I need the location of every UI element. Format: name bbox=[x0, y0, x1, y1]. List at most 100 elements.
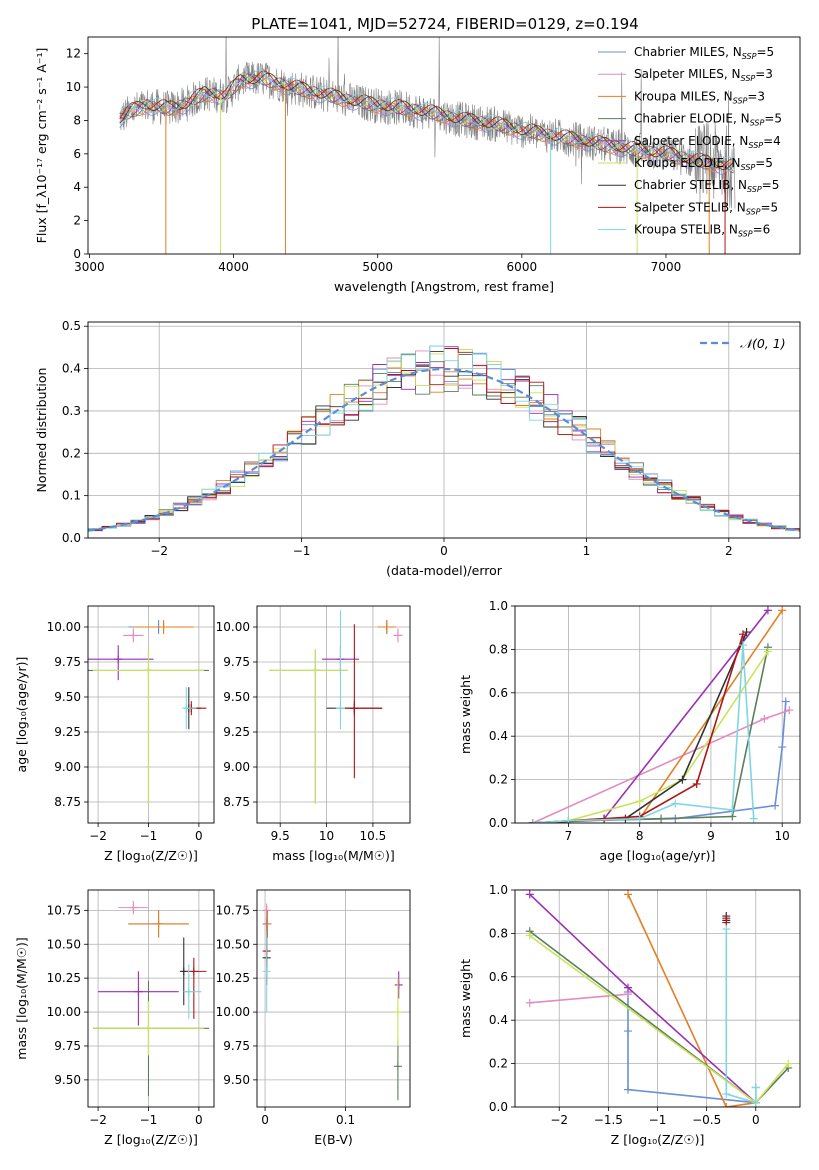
x-tick-label: 10.5 bbox=[360, 829, 387, 843]
data-point-marker bbox=[394, 980, 403, 989]
weight-marker bbox=[624, 1027, 633, 1036]
y-tick-label: 6 bbox=[73, 147, 81, 161]
y-tick-label: 9.75 bbox=[54, 655, 81, 669]
data-point-marker bbox=[129, 903, 138, 912]
y-axis-label: mass [log₁₀(M/M☉)] bbox=[14, 937, 29, 1059]
weight-series-line bbox=[532, 609, 783, 823]
y-axis-label: mass weight bbox=[458, 675, 473, 754]
legend-label: Kroupa ELODIE, NSSP=5 bbox=[634, 156, 773, 172]
x-tick-label: −2 bbox=[89, 829, 107, 843]
plot-area bbox=[262, 903, 403, 1101]
axes-age_vs_Z: −2 −1 0 8.75 9.00 9.25 9.50 9.75 10.00 Z [log₁₀(Z… bbox=[14, 605, 215, 863]
x-tick-label: −1 bbox=[649, 1113, 667, 1127]
y-tick-label: 10.50 bbox=[216, 937, 250, 951]
y-tick-label: 0.4 bbox=[489, 1013, 508, 1027]
y-tick-label: 10.50 bbox=[47, 937, 81, 951]
weight-marker bbox=[635, 797, 644, 806]
weight-marker bbox=[728, 805, 737, 814]
y-tick-label: 9.50 bbox=[223, 1073, 250, 1087]
weight-marker bbox=[528, 819, 537, 823]
data-point-marker bbox=[382, 623, 391, 631]
weight-marker bbox=[525, 931, 534, 940]
legend-label: Chabrier MILES, NSSP=5 bbox=[634, 45, 774, 61]
weight-marker bbox=[739, 641, 747, 650]
y-tick-label: 4 bbox=[73, 180, 81, 194]
data-point-marker bbox=[114, 655, 123, 664]
axes-frame bbox=[87, 889, 215, 1108]
y-tick-label: 9.75 bbox=[223, 655, 250, 669]
data-point-marker bbox=[393, 1008, 402, 1017]
data-point-marker bbox=[262, 967, 271, 976]
axes-frame bbox=[256, 889, 411, 1108]
legend-label: Chabrier ELODIE, NSSP=5 bbox=[634, 112, 782, 128]
x-tick-label: 5000 bbox=[362, 260, 393, 274]
weight-marker bbox=[624, 983, 633, 992]
y-tick-label: 9.50 bbox=[54, 1073, 81, 1087]
weight-marker bbox=[749, 814, 758, 823]
y-tick-label: 10.00 bbox=[216, 1005, 250, 1019]
y-tick-label: 10.75 bbox=[216, 903, 250, 917]
y-tick-label: 10.00 bbox=[216, 620, 250, 634]
axes-weight_vs_Z: −2 −1.5 −1 −0.5 0 0.0 0.2 0.4 0.6 0.8 1.0 Z [log₁₀(… bbox=[458, 883, 801, 1147]
x-tick-label: 7 bbox=[565, 829, 573, 843]
axes-age_vs_mass: 9.5 10 10.5 8.75 9.00 9.25 9.50 9.75 10.00 mass [… bbox=[216, 605, 411, 863]
x-tick-label: 0 bbox=[752, 1113, 760, 1127]
x-tick-label: −2 bbox=[150, 544, 168, 558]
x-tick-label: 10 bbox=[775, 829, 790, 843]
x-tick-label: −1 bbox=[293, 544, 311, 558]
y-tick-label: 8.75 bbox=[223, 795, 250, 809]
legend-label: Chabrier STELIB, NSSP=5 bbox=[634, 178, 779, 194]
x-tick-label: −1 bbox=[140, 829, 158, 843]
axes-mass_vs_EBV: 0 0.1 9.50 9.75 10.00 10.25 10.50 10.75 E(B-V) bbox=[216, 889, 411, 1147]
plot-area bbox=[525, 890, 793, 1107]
y-tick-label: 12 bbox=[66, 47, 81, 61]
legend-label: Kroupa STELIB, NSSP=6 bbox=[634, 223, 770, 239]
y-tick-label: 9.75 bbox=[54, 1039, 81, 1053]
axes-frame bbox=[87, 36, 801, 255]
weight-marker bbox=[525, 890, 534, 899]
weight-series-line bbox=[627, 893, 756, 1107]
weight-marker bbox=[671, 799, 680, 808]
data-point-marker bbox=[262, 906, 271, 915]
data-point-marker bbox=[154, 919, 163, 928]
legend-label: Salpeter ELODIE, NSSP=4 bbox=[634, 134, 781, 150]
data-point-marker bbox=[129, 631, 138, 640]
y-tick-label: 0.2 bbox=[62, 446, 81, 460]
y-axis-label: Flux [f_λ10⁻¹⁷ erg cm⁻² s⁻¹ A⁻¹] bbox=[34, 48, 49, 244]
y-tick-label: 9.75 bbox=[223, 1039, 250, 1053]
x-tick-label: −1.5 bbox=[594, 1113, 623, 1127]
x-tick-label: −2 bbox=[89, 1113, 107, 1127]
x-tick-label: 2 bbox=[725, 544, 733, 558]
y-tick-label: 0.4 bbox=[489, 729, 508, 743]
plot-area bbox=[88, 345, 800, 532]
weight-series-line bbox=[725, 929, 757, 1104]
weight-marker bbox=[564, 816, 573, 823]
weight-marker bbox=[722, 1089, 731, 1098]
data-point-marker bbox=[159, 623, 168, 631]
y-tick-label: 0.0 bbox=[489, 1100, 508, 1114]
axes-frame bbox=[514, 605, 801, 824]
x-tick-label: −1 bbox=[140, 1113, 158, 1127]
data-point-marker bbox=[184, 987, 193, 996]
weight-marker bbox=[678, 775, 687, 784]
y-tick-label: 0.2 bbox=[489, 773, 508, 787]
x-tick-label: 0 bbox=[440, 544, 448, 558]
plot-area bbox=[88, 620, 209, 804]
data-point-marker bbox=[336, 704, 345, 713]
y-tick-label: 0.1 bbox=[62, 489, 81, 503]
x-tick-label: 0 bbox=[195, 1113, 203, 1127]
y-axis-label: age [log₁₀(age/yr)] bbox=[14, 657, 29, 773]
y-tick-label: 9.50 bbox=[54, 690, 81, 704]
y-tick-label: 8 bbox=[73, 113, 81, 127]
y-tick-label: 2 bbox=[73, 214, 81, 228]
figure-title: PLATE=1041, MJD=52724, FIBERID=0129, z=0… bbox=[251, 15, 638, 33]
y-tick-label: 0.2 bbox=[489, 1057, 508, 1071]
weight-series-line bbox=[532, 633, 744, 823]
data-point-marker bbox=[350, 704, 359, 713]
data-point-marker bbox=[144, 1024, 153, 1033]
y-tick-label: 9.25 bbox=[223, 725, 250, 739]
data-point-marker bbox=[182, 704, 191, 713]
y-tick-label: 10 bbox=[66, 80, 81, 94]
data-point-marker bbox=[311, 666, 320, 675]
